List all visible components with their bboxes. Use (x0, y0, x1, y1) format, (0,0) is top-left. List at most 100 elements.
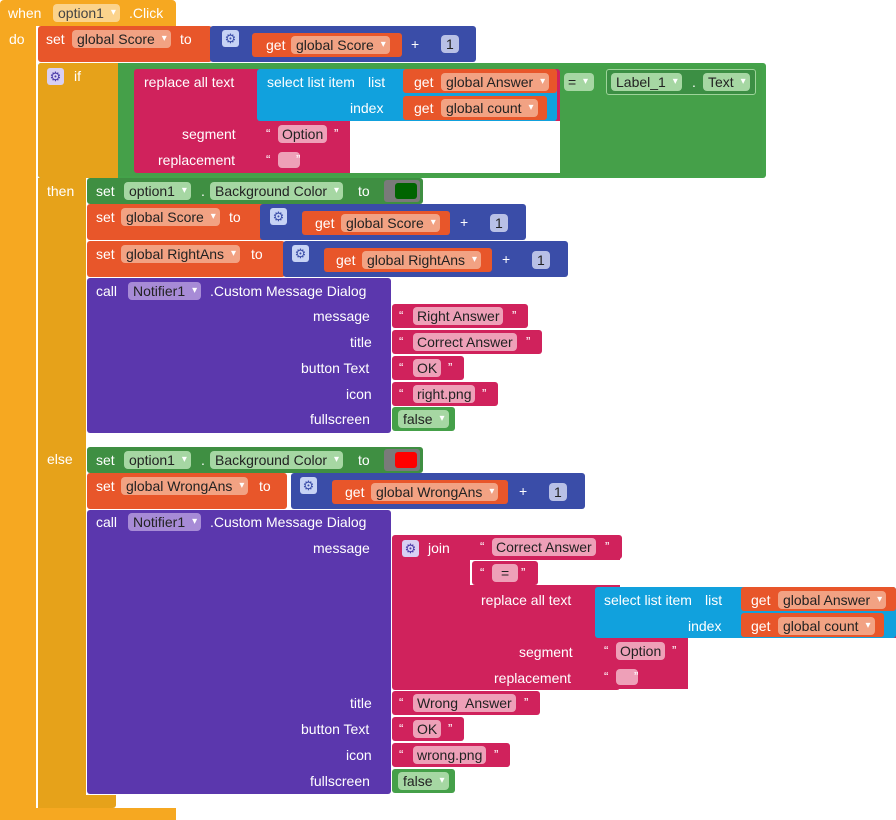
quote-icon: “ (604, 643, 609, 658)
set-label: set (96, 246, 115, 262)
quote-icon: “ (480, 539, 485, 554)
quote-icon: ” (512, 308, 517, 323)
to-label: to (259, 478, 271, 494)
score-var-dropdown[interactable]: global Score (72, 30, 171, 48)
replacement-value[interactable] (278, 152, 300, 168)
quote-icon: “ (266, 126, 271, 141)
to-label: to (180, 31, 192, 47)
method-label: .Custom Message Dialog (210, 514, 367, 530)
replace-all-label: replace all text (481, 592, 572, 608)
notifier-dropdown[interactable]: Notifier1 (128, 282, 202, 300)
property-dropdown[interactable]: Background Color (210, 182, 344, 200)
get-rightans-dropdown[interactable]: global RightAns (362, 251, 482, 269)
answer-dropdown[interactable]: global Answer (778, 591, 887, 609)
segment-value[interactable]: Option (616, 642, 666, 660)
count-dropdown[interactable]: global count (778, 617, 875, 635)
mutator-gear-icon[interactable]: ⚙ (222, 30, 239, 47)
score-var-dropdown[interactable]: global Score (121, 208, 220, 226)
component-dropdown[interactable]: option1 (124, 182, 191, 200)
component-dropdown[interactable]: option1 (124, 451, 191, 469)
equals-dropdown[interactable] (564, 73, 594, 91)
segment-label: segment (182, 126, 236, 142)
icon-label: icon (346, 747, 372, 763)
quote-icon: ” (334, 126, 339, 141)
equals-label: = (568, 74, 577, 90)
number-one[interactable]: 1 (549, 483, 567, 501)
plus-label: + (411, 36, 420, 52)
index-label: index (350, 100, 384, 116)
fullscreen-dropdown[interactable]: false (398, 772, 449, 790)
replace-all-label: replace all text (144, 74, 235, 90)
number-one[interactable]: 1 (490, 214, 508, 232)
dot-label: . (201, 452, 205, 468)
button-value[interactable]: OK (413, 720, 442, 738)
fullscreen-dropdown[interactable]: false (398, 410, 449, 428)
message-label: message (313, 540, 370, 556)
wrongans-var-dropdown[interactable]: global WrongAns (121, 477, 249, 495)
set-label: set (96, 478, 115, 494)
message-value[interactable]: Right Answer (413, 307, 504, 325)
quote-icon: ” (526, 334, 531, 349)
title-value[interactable]: Wrong Answer (413, 694, 516, 712)
join-gear-icon[interactable]: ⚙ (402, 540, 419, 557)
replace-all-cutout (688, 638, 896, 689)
get-wrongans-dropdown[interactable]: global WrongAns (371, 483, 499, 501)
title-value[interactable]: Correct Answer (413, 333, 517, 351)
call-notifier-block[interactable] (87, 510, 391, 794)
select-list-item-label: select list item (604, 592, 692, 608)
green-color-swatch[interactable] (395, 183, 417, 199)
mutator-gear-icon[interactable]: ⚙ (300, 477, 317, 494)
then-label: then (47, 183, 75, 199)
to-label: to (229, 209, 241, 225)
quote-icon: “ (399, 334, 404, 349)
replacement-value[interactable] (616, 669, 638, 685)
quote-icon: “ (604, 669, 609, 684)
icon-value[interactable]: right.png (413, 385, 476, 403)
segment-value[interactable]: Option (278, 125, 328, 143)
do-label: do (9, 31, 25, 47)
label-prop-dropdown[interactable]: Text (703, 73, 750, 91)
quote-icon: “ (399, 386, 404, 401)
get-label: get (751, 592, 771, 608)
dot-label: . (692, 74, 696, 90)
replacement-label: replacement (158, 152, 236, 168)
method-label: .Custom Message Dialog (210, 283, 367, 299)
count-dropdown[interactable]: global count (441, 99, 538, 117)
answer-dropdown[interactable]: global Answer (441, 73, 550, 91)
button-text-label: button Text (301, 721, 370, 737)
event-component-dropdown[interactable]: option1 (53, 4, 120, 22)
mutator-gear-icon[interactable]: ⚙ (292, 245, 309, 262)
event-bottom-bar (0, 808, 176, 820)
notifier-dropdown[interactable]: Notifier1 (128, 513, 202, 531)
quote-icon: “ (399, 747, 404, 762)
when-label: when (8, 5, 42, 21)
button-value[interactable]: OK (413, 359, 442, 377)
get-label: get (345, 484, 365, 500)
property-dropdown[interactable]: Background Color (210, 451, 344, 469)
call-notifier-block[interactable] (87, 278, 391, 433)
quote-icon: “ (399, 308, 404, 323)
icon-value[interactable]: wrong.png (413, 746, 487, 764)
plus-label: + (519, 483, 528, 499)
mutator-gear-icon[interactable]: ⚙ (270, 208, 287, 225)
label-component-dropdown[interactable]: Label_1 (611, 73, 682, 91)
get-label: get (315, 215, 335, 231)
if-gear-icon[interactable]: ⚙ (47, 68, 64, 85)
set-label: set (96, 209, 115, 225)
red-color-swatch[interactable] (395, 452, 417, 468)
chevron-down-icon: ▾ (583, 76, 589, 87)
quote-icon: ” (448, 360, 453, 375)
to-label: to (251, 246, 263, 262)
message-label: message (313, 308, 370, 324)
join-text1-value[interactable]: Correct Answer (492, 538, 596, 556)
replacement-label: replacement (494, 670, 572, 686)
get-score-dropdown[interactable]: global Score (341, 214, 440, 232)
rightans-var-dropdown[interactable]: global RightAns (121, 245, 241, 263)
quote-icon: ” (521, 565, 526, 580)
get-label: get (414, 74, 434, 90)
get-score-dropdown[interactable]: global Score (291, 36, 390, 54)
join-text2-value[interactable]: = (492, 564, 519, 582)
number-one[interactable]: 1 (532, 251, 550, 269)
number-one[interactable]: 1 (441, 35, 459, 53)
plus-label: + (502, 251, 511, 267)
